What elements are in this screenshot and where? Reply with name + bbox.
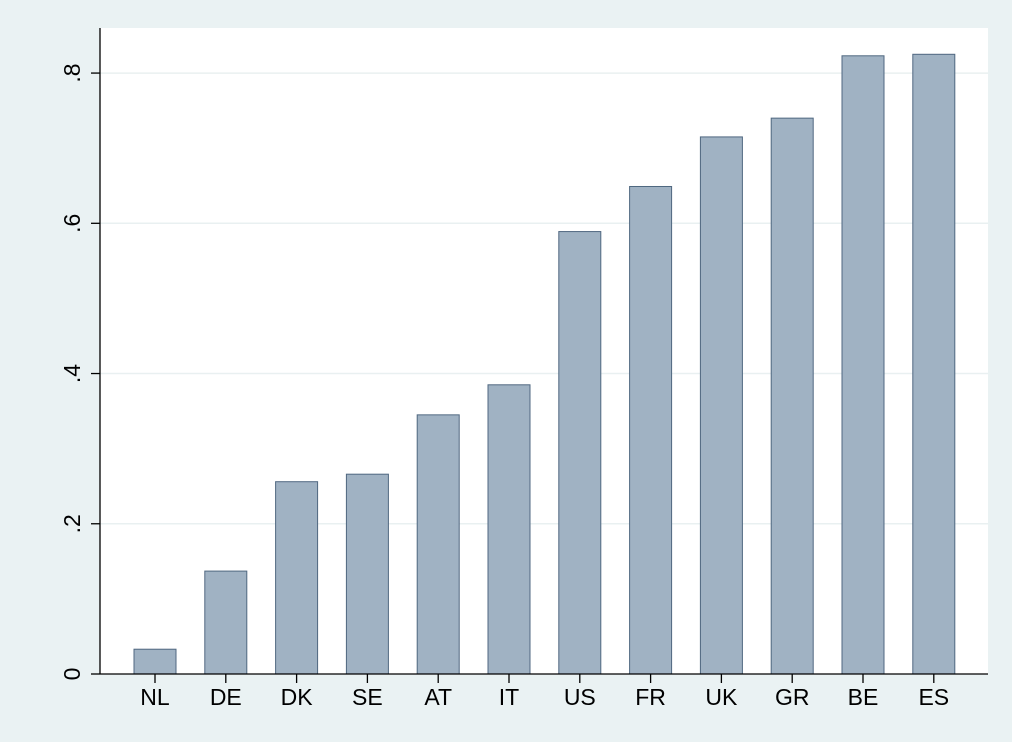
bar-at (416, 414, 460, 675)
bar-es (912, 53, 956, 675)
bar-fr (629, 185, 673, 675)
x-tick-label-at: AT (424, 684, 452, 710)
bar-us (558, 231, 602, 675)
y-axis-ticks: 0 .2 .4 .6 .8 (59, 63, 100, 680)
y-tick-label: .2 (59, 514, 85, 533)
axes (99, 28, 988, 675)
bar-dk (275, 481, 319, 675)
bar-se (345, 473, 389, 675)
bar-gr (770, 117, 814, 675)
y-tick-label: 0 (59, 668, 85, 681)
y-tick-label: .4 (59, 364, 85, 383)
x-tick-label-es: ES (918, 684, 949, 710)
bar-nl (133, 648, 177, 675)
bar-uk (699, 136, 743, 675)
x-tick-label-se: SE (352, 684, 383, 710)
plot-area (100, 28, 988, 674)
bar-it (487, 384, 531, 675)
bar-be (841, 55, 885, 675)
x-tick-label-be: BE (848, 684, 879, 710)
x-axis-ticks: NL DE DK SE AT IT US FR UK GR BE ES (140, 674, 949, 710)
x-tick-label-de: DE (210, 684, 242, 710)
x-tick-label-uk: UK (705, 684, 738, 710)
x-tick-label-dk: DK (281, 684, 314, 710)
gridlines (100, 72, 988, 525)
x-tick-label-us: US (564, 684, 596, 710)
bar-de (204, 570, 248, 675)
y-tick-label: .6 (59, 214, 85, 233)
x-tick-label-gr: GR (775, 684, 810, 710)
x-tick-label-fr: FR (635, 684, 666, 710)
x-tick-label-nl: NL (140, 684, 170, 710)
y-tick-label: .8 (59, 63, 85, 82)
x-tick-label-it: IT (499, 684, 519, 710)
